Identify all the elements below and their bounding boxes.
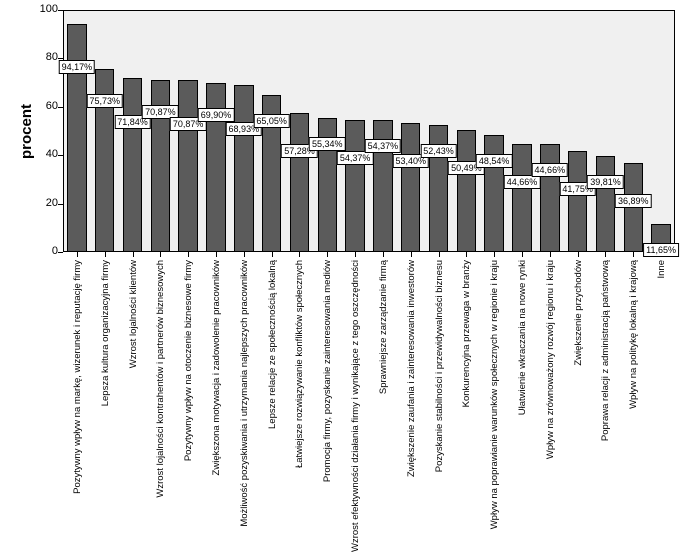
x-tick-mark — [411, 252, 412, 257]
bar-value-label: 44,66% — [504, 175, 541, 189]
bar — [123, 78, 142, 252]
x-tick-label: Wzrost lojalności kontrahentów i partner… — [155, 260, 166, 498]
bar — [290, 113, 309, 252]
bar-value-label: 54,37% — [365, 139, 402, 153]
x-tick-label: Promocja firmy, pozyskanie zainteresowan… — [322, 260, 333, 482]
bar — [540, 144, 559, 252]
bar-chart: procent020406080100Pozytywny wpływ na ma… — [0, 0, 689, 505]
y-tick-mark — [58, 252, 63, 253]
x-tick-mark — [522, 252, 523, 257]
x-tick-label: Możliwość pozyskiwania i utrzymania najl… — [239, 260, 250, 527]
x-tick-mark — [160, 252, 161, 257]
y-tick-label: 60 — [28, 100, 58, 112]
x-tick-mark — [105, 252, 106, 257]
bar — [596, 156, 615, 252]
x-tick-mark — [244, 252, 245, 257]
x-tick-label: Pozytywny wpływ na markę, wizerunek i re… — [72, 260, 83, 494]
bar — [345, 120, 364, 252]
x-tick-label: Wzrost lojalności klientów — [128, 260, 139, 368]
bar-value-label: 39,81% — [587, 175, 624, 189]
y-tick-mark — [58, 107, 63, 108]
x-tick-label: Zwiększenie zaufania i zainteresowania i… — [406, 260, 417, 477]
bar-value-label: 44,66% — [532, 163, 569, 177]
x-tick-mark — [299, 252, 300, 257]
y-tick-label: 0 — [28, 245, 58, 257]
x-tick-label: Konkurencyjna przewaga w branży — [461, 260, 472, 407]
x-tick-label: Zwiększenie przychodów — [573, 260, 584, 366]
x-tick-label: Ułatwienie wkraczania na nowe rynki — [517, 260, 528, 415]
bar-value-label: 55,34% — [309, 137, 346, 151]
bar-value-label: 69,90% — [198, 108, 235, 122]
y-tick-mark — [58, 10, 63, 11]
y-tick-label: 80 — [28, 51, 58, 63]
x-tick-mark — [466, 252, 467, 257]
bar — [457, 130, 476, 252]
x-tick-mark — [578, 252, 579, 257]
x-tick-label: Poprawa relacji z administracją państwow… — [600, 260, 611, 441]
x-tick-label: Pozyskanie stabilności i przewidywalnośc… — [434, 260, 445, 472]
y-tick-mark — [58, 155, 63, 156]
x-tick-mark — [188, 252, 189, 257]
x-tick-label: Lepsza kultura organizacyjna firmy — [100, 260, 111, 406]
x-tick-label: Zwiększona motywacja i zadowolenie praco… — [211, 260, 222, 475]
x-tick-label: Wpływ na poprawianie warunków społecznyc… — [489, 260, 500, 529]
x-tick-label: Lepsze relacje ze społecznością lokalną — [267, 260, 278, 429]
x-tick-mark — [216, 252, 217, 257]
bar-value-label: 36,89% — [615, 194, 652, 208]
x-tick-label: Wpływ na politykę lokalną i krajową — [628, 260, 639, 409]
bar — [484, 135, 503, 252]
x-tick-label: Łatwiejsze rozwiązywanie konfliktów społ… — [294, 260, 305, 468]
bar — [178, 80, 197, 252]
x-tick-mark — [133, 252, 134, 257]
x-tick-mark — [605, 252, 606, 257]
x-tick-mark — [439, 252, 440, 257]
bar-value-label: 65,05% — [253, 114, 290, 128]
x-tick-label: Wzrost efektywności działania firmy i wy… — [350, 260, 361, 552]
x-tick-mark — [383, 252, 384, 257]
bar-value-label: 94,17% — [59, 60, 96, 74]
bar-value-label: 75,73% — [86, 94, 123, 108]
x-tick-mark — [633, 252, 634, 257]
x-tick-label: Inne — [656, 260, 667, 279]
bar — [568, 151, 587, 252]
x-tick-label: Sprawniejsze zarządzanie firmą — [378, 260, 389, 394]
y-tick-label: 100 — [28, 3, 58, 15]
y-tick-mark — [58, 204, 63, 205]
bar — [234, 85, 253, 252]
bar — [401, 123, 420, 252]
bar-value-label: 54,37% — [337, 151, 374, 165]
x-tick-label: Wpływ na zrównoważony rozwój regionu i k… — [545, 260, 556, 459]
bar-value-label: 48,54% — [476, 154, 513, 168]
x-tick-mark — [272, 252, 273, 257]
x-tick-mark — [550, 252, 551, 257]
x-tick-mark — [494, 252, 495, 257]
y-tick-label: 20 — [28, 197, 58, 209]
x-tick-mark — [327, 252, 328, 257]
x-tick-label: Pozytywny wpływ na otoczenie biznesowe f… — [183, 260, 194, 461]
x-tick-mark — [77, 252, 78, 257]
bar-value-label: 11,65% — [643, 243, 679, 257]
bar — [67, 24, 86, 252]
bar — [512, 144, 531, 252]
x-tick-mark — [355, 252, 356, 257]
y-tick-label: 40 — [28, 148, 58, 160]
bar-value-label: 52,43% — [420, 144, 457, 158]
